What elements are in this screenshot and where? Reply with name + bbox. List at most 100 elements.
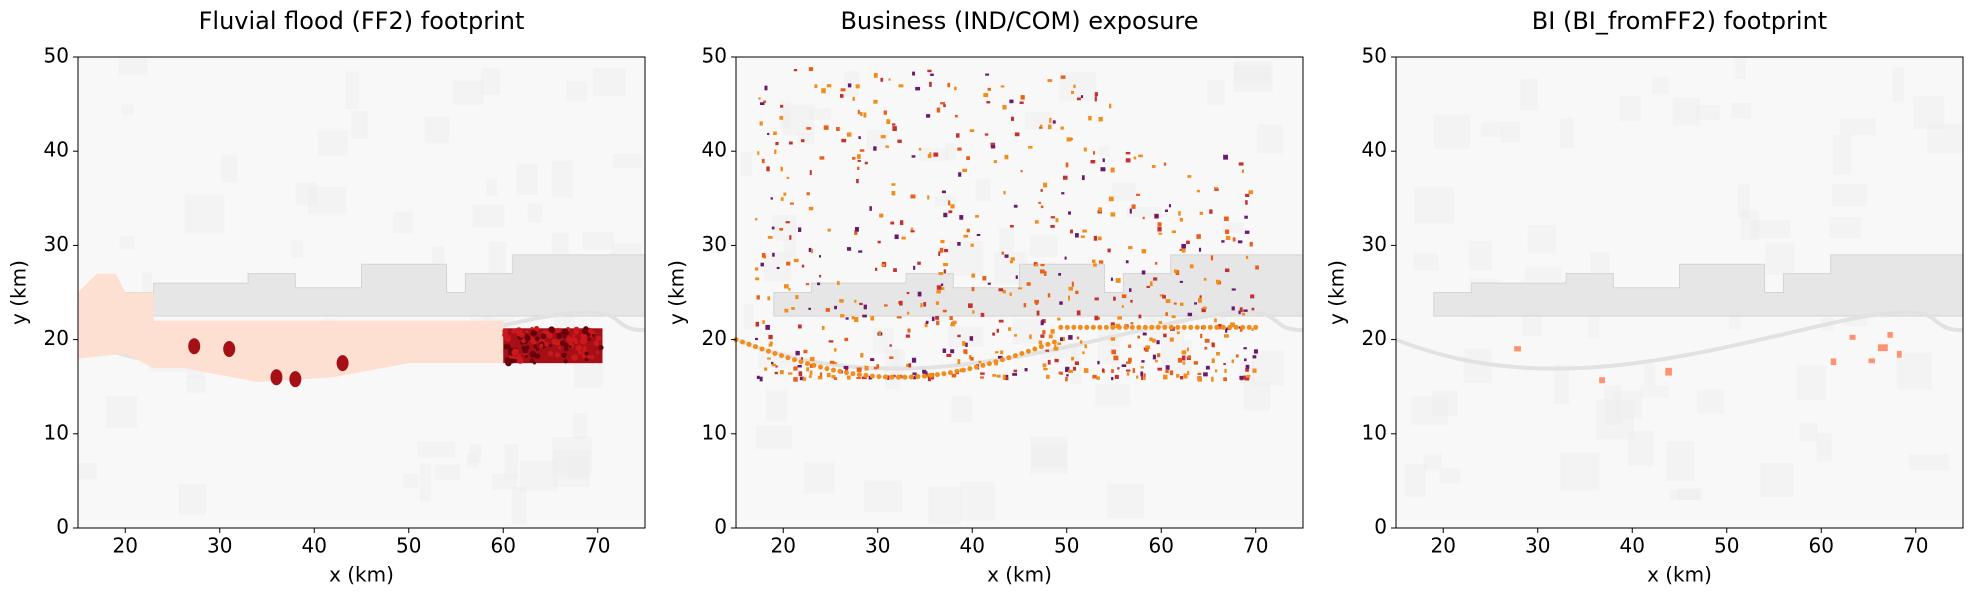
exposure-cell — [998, 288, 1004, 292]
exposure-cell — [946, 353, 952, 357]
exposure-cell — [1176, 331, 1180, 335]
river — [1395, 309, 1964, 371]
exposure-cell — [819, 372, 823, 377]
exposure-cell — [954, 86, 957, 91]
exposure-cell — [1050, 329, 1055, 334]
terrain-shade — [1926, 123, 1962, 154]
terrain-shade — [516, 163, 538, 195]
terrain-shade — [1554, 364, 1570, 405]
exposure-cell — [940, 287, 945, 290]
exposure-cell — [943, 212, 948, 218]
flood-speck — [548, 350, 554, 357]
exposure-cell — [912, 372, 917, 375]
exposure-cell — [948, 210, 953, 214]
exposure-cell — [809, 356, 815, 362]
exposure-river — [1136, 324, 1142, 330]
exposure-cell — [760, 262, 764, 267]
exposure-cell — [1199, 295, 1202, 300]
exposure-cell — [1223, 154, 1228, 160]
terrain-shade — [1644, 363, 1656, 386]
exposure-cell — [1058, 272, 1062, 276]
exposure-cell — [940, 239, 945, 244]
exposure-cell — [1020, 95, 1025, 100]
exposure-cell — [1096, 376, 1100, 380]
x-tick-label: 20 — [113, 534, 138, 558]
exposure-cell — [1003, 190, 1006, 195]
exposure-cell — [1157, 353, 1161, 358]
exposure-cell — [1046, 374, 1050, 379]
exposure-cell — [810, 248, 814, 254]
exposure-cell — [859, 111, 863, 116]
exposure-cell — [1121, 305, 1124, 308]
exposure-cell — [1121, 364, 1127, 368]
terrain-shade — [743, 303, 754, 330]
y-tick-label: 20 — [1362, 326, 1387, 350]
exposure-river — [973, 364, 979, 370]
exposure-river — [882, 374, 888, 380]
exposure-river — [752, 344, 758, 350]
exposure-cell — [768, 334, 773, 340]
exposure-cell — [1009, 99, 1014, 104]
exposure-cell — [874, 267, 878, 271]
exposure-cell — [1014, 132, 1020, 137]
exposure-cell — [1035, 302, 1038, 305]
exposure-cell — [1197, 376, 1203, 382]
exposure-river — [1168, 324, 1174, 330]
exposure-cell — [840, 314, 845, 318]
exposure-cell — [1088, 115, 1092, 121]
exposure-cell — [950, 204, 955, 209]
exposure-cell — [876, 364, 880, 369]
exposure-cell — [1144, 348, 1149, 352]
exposure-cell — [1023, 303, 1027, 308]
exposure-cell — [907, 328, 911, 333]
exposure-cell — [942, 309, 947, 313]
exposure-cell — [1252, 368, 1257, 373]
terrain-shade — [1559, 118, 1574, 148]
exposure-cell — [873, 146, 877, 151]
exposure-cell — [806, 192, 810, 196]
exposure-cell — [755, 277, 760, 281]
exposure-cell — [948, 200, 951, 206]
exposure-cell — [959, 215, 964, 220]
exposure-cell — [956, 133, 960, 138]
exposure-cell — [759, 376, 763, 382]
exposure-cell — [1142, 216, 1145, 220]
exposure-cell — [1009, 224, 1014, 228]
exposure-cell — [1010, 116, 1015, 121]
exposure-cell — [996, 328, 1000, 333]
terrain-shade — [1404, 464, 1427, 497]
terrain-shade — [1480, 122, 1503, 138]
terrain-shade — [511, 486, 527, 525]
exposure-cell — [962, 341, 966, 346]
terrain-shade — [317, 130, 348, 156]
flood-speck — [580, 338, 588, 345]
exposure-cell — [986, 101, 991, 104]
exposure-cell — [927, 376, 931, 382]
exposure-cell — [1239, 375, 1245, 380]
exposure-cell — [862, 314, 867, 318]
exposure-cell — [1039, 124, 1043, 128]
exposure-cell — [966, 228, 970, 233]
exposure-cell — [1040, 334, 1045, 338]
exposure-cell — [907, 311, 910, 315]
exposure-cell — [886, 119, 891, 125]
exposure-cell — [1131, 204, 1136, 209]
exposure-river — [1110, 324, 1116, 330]
terrain-shade — [1652, 76, 1669, 94]
x-axis-label: x (km) — [329, 563, 394, 587]
exposure-cell — [1043, 271, 1047, 276]
terrain-shade — [1896, 352, 1932, 390]
exposure-cell — [925, 320, 929, 324]
exposure-river — [947, 370, 953, 376]
exposure-cell — [1143, 373, 1146, 378]
bi-cell — [1599, 377, 1606, 384]
exposure-cell — [1071, 281, 1074, 287]
exposure-cell — [940, 102, 946, 105]
exposure-cell — [1018, 287, 1023, 290]
exposure-cell — [896, 316, 902, 319]
exposure-cell — [770, 197, 773, 200]
exposure-cell — [1107, 248, 1111, 253]
exposure-river — [1006, 355, 1012, 361]
flood-speck — [540, 333, 547, 340]
exposure-cell — [968, 355, 972, 360]
